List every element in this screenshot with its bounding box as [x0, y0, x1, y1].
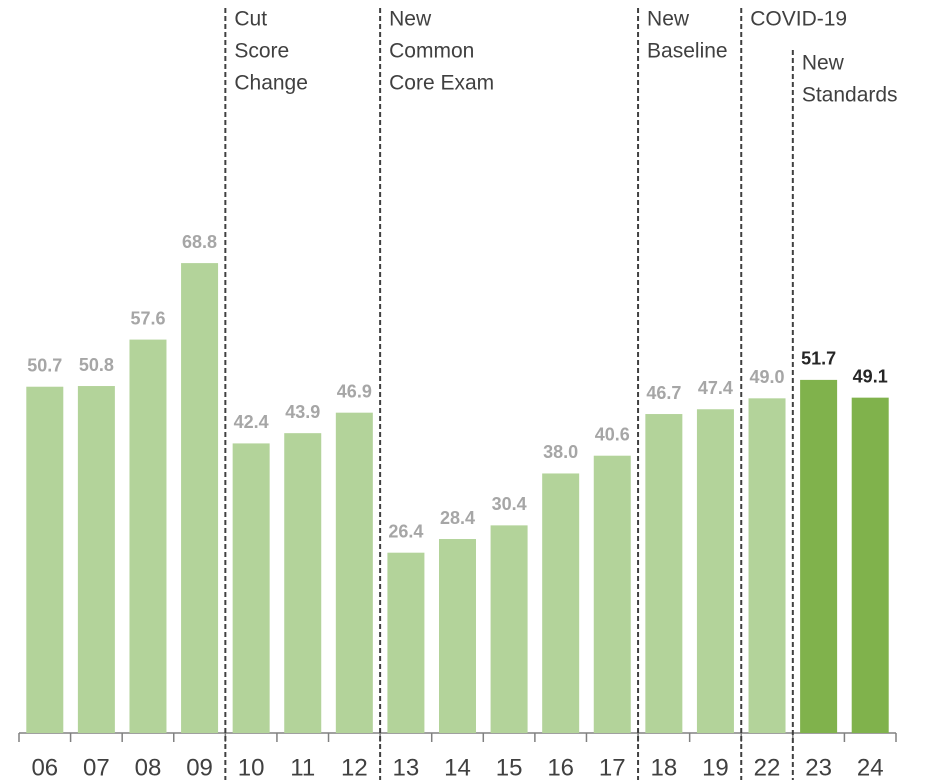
annotation: New [802, 52, 845, 75]
bar [593, 455, 631, 733]
value-label: 50.7 [27, 355, 62, 375]
value-label: 46.9 [337, 381, 372, 401]
bar [284, 433, 322, 733]
bar [645, 414, 683, 733]
x-tick-label: 19 [702, 754, 729, 780]
annotation: Baseline [647, 40, 728, 63]
x-tick-label: 23 [805, 754, 832, 780]
bar [542, 473, 580, 733]
x-tick-label: 07 [83, 754, 110, 780]
bar [851, 397, 889, 733]
value-label: 43.9 [285, 402, 320, 422]
value-label: 38.0 [543, 442, 578, 462]
value-label: 47.4 [698, 378, 733, 398]
bar [800, 379, 838, 733]
bar [335, 412, 373, 733]
bar [129, 339, 167, 733]
x-tick-label: 16 [547, 754, 574, 780]
annotation: COVID-19 [750, 8, 847, 31]
x-tick-label: 18 [651, 754, 678, 780]
value-label: 57.6 [130, 308, 165, 328]
annotation: Cut [234, 8, 267, 31]
bar [748, 398, 786, 733]
x-tick-label: 10 [238, 754, 265, 780]
x-tick-label: 15 [496, 754, 523, 780]
value-label: 30.4 [492, 494, 527, 514]
bar [77, 386, 115, 733]
value-label: 51.7 [801, 349, 836, 369]
bar [696, 409, 734, 733]
value-label: 49.0 [750, 367, 785, 387]
annotation: Score [234, 40, 289, 63]
annotation: Core Exam [389, 72, 494, 95]
bar [490, 525, 528, 733]
bar [26, 386, 64, 733]
value-label: 26.4 [388, 521, 423, 541]
x-tick-label: 12 [341, 754, 368, 780]
x-tick-label: 17 [599, 754, 626, 780]
bar [387, 552, 425, 733]
x-tick-label: 14 [444, 754, 471, 780]
value-label: 68.8 [182, 232, 217, 252]
value-label: 49.1 [853, 366, 888, 386]
x-tick-label: 11 [290, 754, 315, 780]
value-label: 42.4 [234, 412, 269, 432]
x-tick-label: 22 [754, 754, 781, 780]
annotation: Common [389, 40, 474, 63]
value-label: 40.6 [595, 424, 630, 444]
annotation: Change [234, 72, 308, 95]
bar [232, 443, 270, 733]
x-tick-label: 06 [31, 754, 58, 780]
annotation: Standards [802, 84, 898, 107]
x-tick-label: 09 [186, 754, 213, 780]
value-label: 28.4 [440, 508, 475, 528]
bar [439, 539, 476, 733]
annotation: New [389, 8, 432, 31]
x-tick-label: 08 [135, 754, 162, 780]
annotation: New [647, 8, 690, 31]
x-tick-label: 13 [393, 754, 420, 780]
value-label: 50.8 [79, 355, 114, 375]
value-label: 46.7 [646, 383, 681, 403]
bar [181, 263, 219, 733]
x-tick-label: 24 [857, 754, 884, 780]
